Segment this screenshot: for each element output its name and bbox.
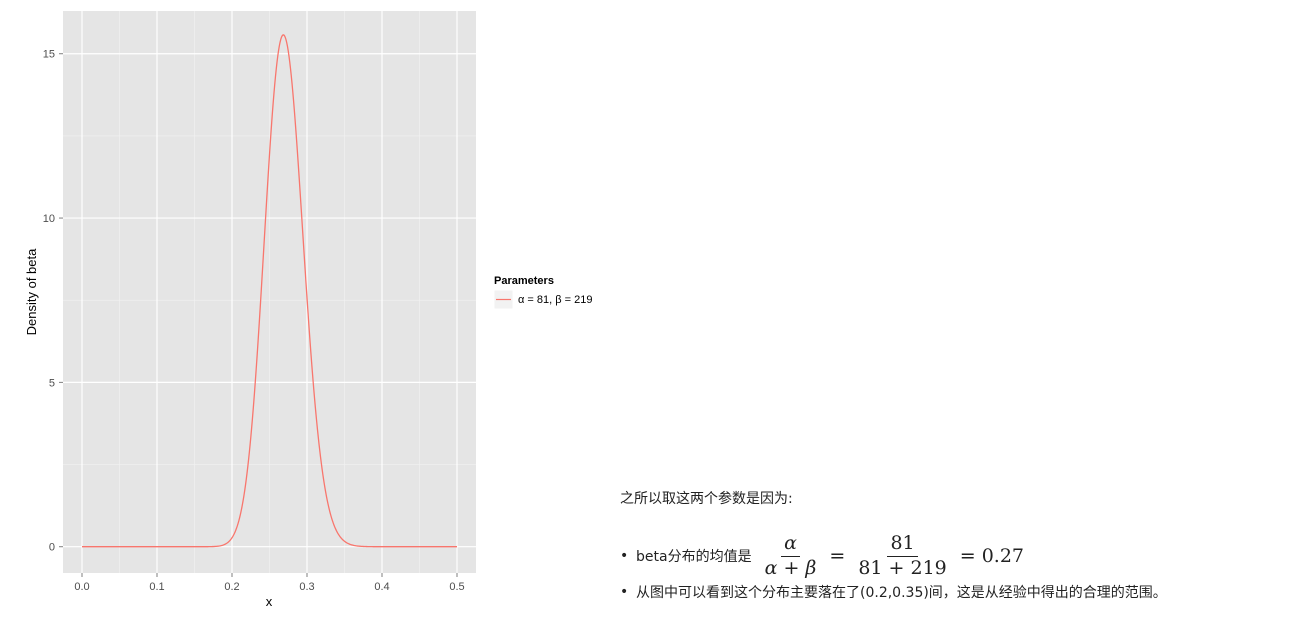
fraction-numeric-numerator: 81 <box>887 533 918 557</box>
x-axis-title: x <box>266 594 273 609</box>
x-tick-label: 0.5 <box>449 581 464 593</box>
mean-bullet-text: beta分布的均值是 <box>636 549 752 565</box>
notes-intro: 之所以取这两个参数是因为: <box>620 491 793 507</box>
range-bullet: • 从图中可以看到这个分布主要落在了(0.2,0.35)间，这是从经验中得出的合… <box>620 582 1290 602</box>
range-bullet-text: 从图中可以看到这个分布主要落在了(0.2,0.35)间，这是从经验中得出的合理的… <box>636 585 1167 601</box>
equals-sign: = <box>829 545 846 567</box>
minor-gridlines <box>63 11 476 573</box>
density-curve <box>82 34 457 548</box>
equals-sign: = <box>959 545 976 567</box>
y-axis-title: Density of beta <box>24 248 39 335</box>
x-tick-label: 0.4 <box>374 581 389 593</box>
bullet-dot: • <box>620 548 629 564</box>
x-tick-label: 0.0 <box>74 581 89 593</box>
x-tick-label: 0.3 <box>299 581 314 593</box>
bullet-dot: • <box>620 584 629 600</box>
x-axis: 0.0 0.1 0.2 0.3 0.4 0.5 <box>74 573 465 593</box>
legend-title: Parameters <box>494 275 554 287</box>
mean-result: 0.27 <box>981 545 1025 567</box>
mean-bullet: • beta分布的均值是 α α + β = 81 81 + 219 = 0.2… <box>620 532 1290 580</box>
explanation-notes: 之所以取这两个参数是因为: • beta分布的均值是 α α + β = 81 … <box>620 488 1290 602</box>
y-axis: 0 5 10 15 <box>43 49 63 554</box>
fraction-numeric-denominator: 81 + 219 <box>858 556 947 579</box>
mean-formula: α α + β = 81 81 + 219 = 0.27 <box>758 533 1025 579</box>
legend-label: α = 81, β = 219 <box>518 294 592 306</box>
y-tick-label: 10 <box>43 213 55 225</box>
major-gridlines <box>63 11 476 573</box>
x-tick-label: 0.1 <box>149 581 164 593</box>
fraction-symbolic-denominator: α + β <box>764 556 817 579</box>
legend: Parameters α = 81, β = 219 <box>493 275 592 310</box>
y-tick-label: 15 <box>43 49 55 61</box>
fraction-numeric: 81 81 + 219 <box>855 533 949 579</box>
fraction-symbolic-numerator: α <box>781 533 800 557</box>
y-tick-label: 0 <box>49 542 55 554</box>
x-tick-label: 0.2 <box>224 581 239 593</box>
series-layer <box>82 34 457 548</box>
y-tick-label: 5 <box>49 377 55 389</box>
fraction-symbolic: α α + β <box>762 533 820 579</box>
